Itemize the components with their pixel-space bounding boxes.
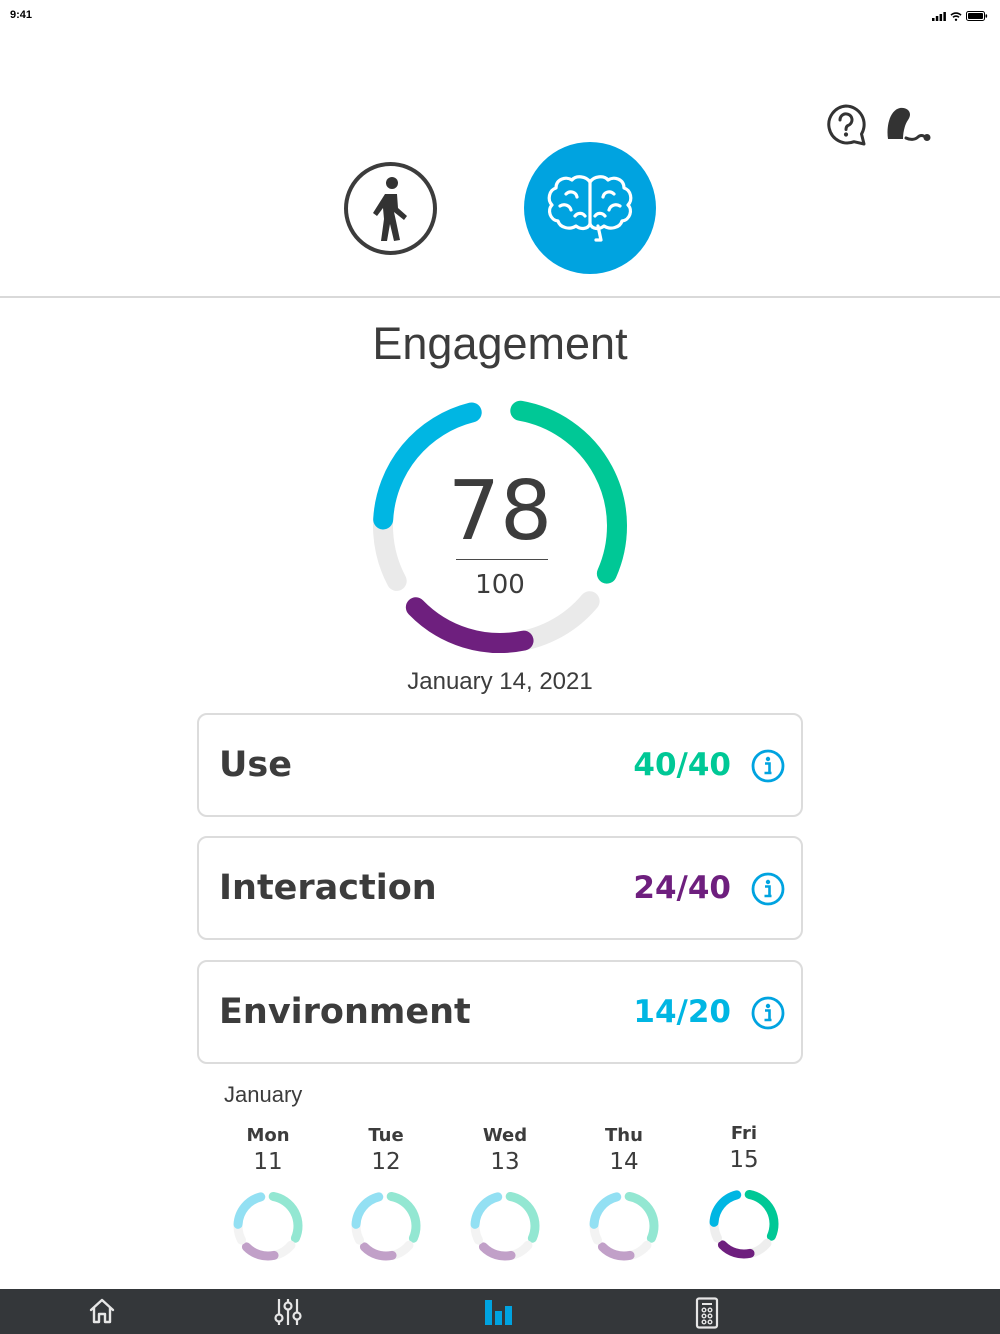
- interaction-arc: [359, 1242, 397, 1261]
- day-wednesday[interactable]: Wed 13: [455, 1125, 555, 1264]
- interaction-arc: [478, 1242, 516, 1261]
- help-bubble-icon[interactable]: [824, 103, 868, 147]
- engagement-score-max: 100: [475, 570, 525, 600]
- day-name: Fri: [730, 1123, 758, 1144]
- category-card-interaction[interactable]: Interaction 24/40: [197, 836, 803, 940]
- interaction-arc: [405, 597, 534, 653]
- engagement-date: January 14, 2021: [407, 668, 593, 695]
- day-number: 14: [609, 1149, 639, 1175]
- day-number: 11: [253, 1149, 283, 1175]
- interaction-track: [241, 1240, 296, 1261]
- tab-adjust[interactable]: [248, 1289, 328, 1334]
- mini-ring-arcs: [233, 1191, 303, 1261]
- day-friday[interactable]: Fri 15: [694, 1123, 794, 1262]
- bar-chart-icon: [485, 1300, 512, 1325]
- day-engagement-ring: [351, 1191, 421, 1261]
- interaction-arc: [241, 1242, 279, 1261]
- interaction-arc: [597, 1242, 635, 1261]
- use-arc: [624, 1191, 659, 1243]
- use-arc: [744, 1189, 779, 1241]
- environment-track: [589, 1192, 622, 1245]
- use-track: [268, 1191, 303, 1243]
- engagement-mode-button[interactable]: [524, 142, 656, 274]
- day-monday[interactable]: Mon 11: [218, 1125, 318, 1264]
- info-icon[interactable]: [751, 749, 785, 783]
- day-tuesday[interactable]: Tue 12: [336, 1125, 436, 1264]
- category-score: 14/20: [633, 994, 731, 1030]
- use-track: [386, 1191, 421, 1243]
- mini-ring-arcs: [470, 1191, 540, 1261]
- use-track: [505, 1191, 540, 1243]
- tab-remote[interactable]: [667, 1289, 747, 1334]
- battery-icon: [966, 11, 988, 21]
- environment-arc: [373, 402, 482, 530]
- score-divider: [456, 559, 548, 560]
- environment-arc: [709, 1190, 742, 1227]
- day-engagement-ring: [589, 1191, 659, 1261]
- mini-ring-arcs: [709, 1189, 779, 1259]
- environment-track: [351, 1192, 384, 1245]
- tab-bar: [0, 1289, 1000, 1334]
- day-number: 13: [490, 1149, 520, 1175]
- info-icon[interactable]: [751, 996, 785, 1030]
- hearing-aid-icon[interactable]: [884, 104, 932, 144]
- day-thursday[interactable]: Thu 14: [574, 1125, 674, 1264]
- category-card-environment[interactable]: Environment 14/20: [197, 960, 803, 1064]
- category-label: Environment: [219, 992, 471, 1032]
- day-name: Wed: [482, 1125, 528, 1146]
- status-time: 9:41: [10, 9, 33, 21]
- use-arc: [268, 1191, 303, 1243]
- environment-track: [233, 1192, 266, 1245]
- tab-stats[interactable]: [459, 1289, 539, 1334]
- environment-arc: [589, 1192, 622, 1229]
- interaction-track: [359, 1240, 414, 1261]
- activity-mode-button[interactable]: [344, 162, 437, 255]
- environment-track: [470, 1192, 503, 1245]
- wifi-icon: [950, 11, 962, 21]
- week-month-label: January: [224, 1082, 303, 1107]
- remote-control-icon: [695, 1297, 719, 1329]
- engagement-gauge: [373, 400, 627, 653]
- sliders-icon: [274, 1299, 302, 1325]
- use-arc: [510, 400, 627, 584]
- category-score: 24/40: [633, 870, 731, 906]
- mini-ring-arcs: [351, 1191, 421, 1261]
- brain-icon: [547, 175, 633, 242]
- use-arc: [505, 1191, 540, 1243]
- day-engagement-ring: [709, 1189, 779, 1259]
- day-engagement-ring: [233, 1191, 303, 1261]
- day-name: Tue: [368, 1125, 404, 1146]
- interaction-track: [597, 1240, 652, 1261]
- day-number: 15: [729, 1147, 759, 1173]
- environment-arc: [470, 1192, 503, 1229]
- category-card-use[interactable]: Use 40/40: [197, 713, 803, 817]
- walking-person-icon: [372, 176, 407, 241]
- interaction-track: [478, 1240, 533, 1261]
- status-bar: 9:41: [0, 0, 1000, 34]
- use-track: [624, 1191, 659, 1243]
- category-label: Interaction: [219, 868, 437, 908]
- engagement-score: 78: [447, 464, 553, 559]
- environment-arc: [351, 1192, 384, 1229]
- status-icons: [932, 8, 988, 24]
- day-name: Thu: [605, 1125, 643, 1146]
- environment-arc: [233, 1192, 266, 1229]
- day-number: 12: [371, 1149, 401, 1175]
- info-icon[interactable]: [751, 872, 785, 906]
- page-title: Engagement: [372, 318, 628, 369]
- category-label: Use: [219, 745, 292, 785]
- day-engagement-ring: [470, 1191, 540, 1261]
- header-divider: [0, 296, 1000, 298]
- mini-ring-arcs: [589, 1191, 659, 1261]
- home-icon: [89, 1298, 115, 1324]
- use-arc: [386, 1191, 421, 1243]
- day-name: Mon: [246, 1125, 290, 1146]
- interaction-arc: [717, 1240, 755, 1259]
- tab-home[interactable]: [62, 1289, 142, 1334]
- cellular-signal-icon: [932, 11, 946, 21]
- category-score: 40/40: [633, 747, 731, 783]
